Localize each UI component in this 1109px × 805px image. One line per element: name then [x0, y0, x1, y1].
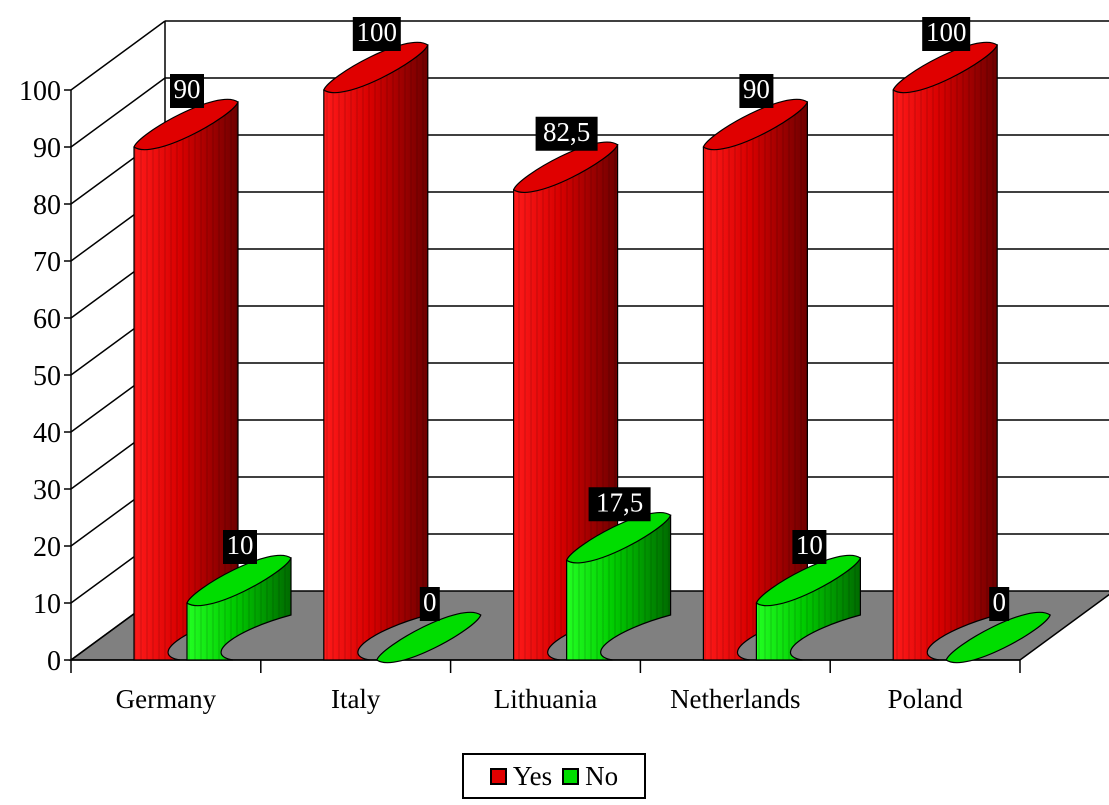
data-labels: 90 10 100 0 82,5 17,5 90 10 100 0: [170, 17, 1010, 621]
y-tick-label: 0: [47, 646, 61, 677]
data-label-bg: [739, 74, 774, 108]
bar-yes: [323, 41, 429, 661]
data-label-no: 10: [792, 530, 827, 564]
data-label-no: 0: [989, 587, 1010, 621]
x-tick-label: Italy: [331, 684, 381, 714]
data-label-no: 10: [223, 530, 257, 564]
legend-label-no: No: [585, 760, 619, 791]
y-tick-label: 40: [33, 418, 61, 449]
y-tick-label: 80: [33, 190, 61, 221]
bar-ribs: [323, 45, 428, 660]
y-tick-label: 70: [33, 247, 61, 278]
legend-label-yes: Yes: [512, 760, 553, 791]
bar-no: [755, 554, 862, 661]
y-tick-label: 90: [33, 133, 61, 164]
bar-ribs: [134, 102, 238, 660]
legend-item-no: No: [562, 761, 618, 792]
y-tick-label: 20: [33, 532, 61, 563]
data-label-yes: 100: [352, 17, 401, 51]
bar-ribs: [187, 558, 291, 660]
data-label-bg: [588, 487, 651, 522]
y-tick-label: 60: [33, 304, 61, 335]
bar-ribs: [893, 45, 998, 660]
y-tick-label: 50: [33, 361, 61, 392]
bar-cap: [376, 611, 482, 664]
side-wall-line: [70, 20, 166, 91]
data-label-text: 90: [174, 74, 201, 104]
data-label-text: 0: [423, 587, 437, 617]
bar-ribs: [756, 558, 861, 660]
bar-no: [376, 611, 482, 664]
bar-cap: [945, 611, 1051, 664]
x-tick-label: Germany: [116, 684, 217, 714]
y-tick-label: 100: [19, 76, 61, 107]
bar-yes: [892, 41, 998, 661]
x-tick-label: Netherlands: [670, 684, 800, 714]
bar-cap: [186, 554, 292, 607]
bar-no: [186, 554, 292, 661]
bar-cap: [512, 141, 619, 193]
data-label-yes: 82,5: [535, 116, 598, 151]
data-label-bg: [535, 116, 598, 151]
data-label-yes: 90: [170, 74, 204, 108]
data-label-bg: [792, 530, 827, 564]
data-label-text: 17,5: [596, 487, 643, 517]
data-label-no: 0: [419, 587, 440, 621]
data-label-bg: [989, 587, 1010, 621]
data-label-bg: [419, 587, 440, 621]
bar-cap: [755, 554, 862, 607]
bar-no: [945, 611, 1051, 664]
bar-yes: [133, 98, 239, 661]
data-label-bg: [352, 17, 401, 51]
data-label-yes: 100: [922, 17, 971, 51]
legend: Yes No: [462, 753, 646, 799]
bar-cap: [323, 41, 429, 94]
bar-ribs: [703, 102, 808, 660]
legend-swatch-yes: [489, 767, 507, 785]
bar-cap: [565, 512, 672, 564]
bar-cap: [892, 41, 998, 94]
data-label-bg: [170, 74, 204, 108]
data-label-text: 90: [743, 74, 770, 104]
data-label-text: 10: [227, 530, 254, 560]
bar-ribs: [513, 144, 618, 660]
bar-cap: [133, 98, 239, 151]
data-label-text: 0: [992, 587, 1006, 617]
side-wall-line: [70, 77, 166, 148]
legend-swatch-no: [562, 767, 580, 785]
bars: [133, 41, 1051, 664]
data-label-yes: 90: [739, 74, 774, 108]
data-label-text: 10: [796, 530, 823, 560]
data-label-text: 82,5: [543, 117, 590, 147]
x-tick-label: Lithuania: [494, 684, 597, 714]
data-label-text: 100: [926, 17, 967, 47]
bar-yes: [512, 141, 619, 661]
data-label-text: 100: [357, 17, 398, 47]
data-label-no: 17,5: [588, 487, 651, 522]
bar-cap: [702, 98, 809, 151]
y-tick-label: 30: [33, 475, 61, 506]
data-label-bg: [922, 17, 971, 51]
legend-item-yes: Yes: [489, 760, 553, 792]
bar-yes: [702, 98, 809, 661]
x-tick-label: Poland: [888, 684, 964, 714]
data-label-bg: [223, 530, 257, 564]
bar-no: [565, 512, 672, 661]
y-tick-label: 10: [33, 589, 61, 620]
